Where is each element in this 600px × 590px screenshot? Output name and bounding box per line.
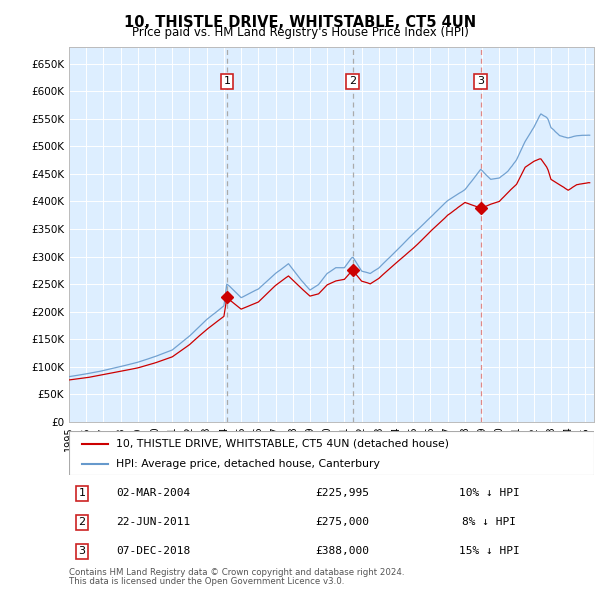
Text: 3: 3 — [477, 76, 484, 86]
Text: 22-JUN-2011: 22-JUN-2011 — [116, 517, 190, 527]
Text: 8% ↓ HPI: 8% ↓ HPI — [462, 517, 516, 527]
Text: £388,000: £388,000 — [315, 546, 369, 556]
Text: 02-MAR-2004: 02-MAR-2004 — [116, 489, 190, 499]
Text: Contains HM Land Registry data © Crown copyright and database right 2024.: Contains HM Land Registry data © Crown c… — [69, 568, 404, 576]
Text: 2: 2 — [349, 76, 356, 86]
Text: 10, THISTLE DRIVE, WHITSTABLE, CT5 4UN (detached house): 10, THISTLE DRIVE, WHITSTABLE, CT5 4UN (… — [116, 439, 449, 449]
Text: 07-DEC-2018: 07-DEC-2018 — [116, 546, 190, 556]
Text: 2: 2 — [79, 517, 86, 527]
Text: 1: 1 — [223, 76, 230, 86]
Text: 1: 1 — [79, 489, 86, 499]
Text: 3: 3 — [79, 546, 86, 556]
Text: HPI: Average price, detached house, Canterbury: HPI: Average price, detached house, Cant… — [116, 459, 380, 469]
Text: £275,000: £275,000 — [315, 517, 369, 527]
Text: 15% ↓ HPI: 15% ↓ HPI — [458, 546, 520, 556]
Text: This data is licensed under the Open Government Licence v3.0.: This data is licensed under the Open Gov… — [69, 577, 344, 586]
Text: Price paid vs. HM Land Registry's House Price Index (HPI): Price paid vs. HM Land Registry's House … — [131, 26, 469, 39]
Text: 10% ↓ HPI: 10% ↓ HPI — [458, 489, 520, 499]
Text: 10, THISTLE DRIVE, WHITSTABLE, CT5 4UN: 10, THISTLE DRIVE, WHITSTABLE, CT5 4UN — [124, 15, 476, 30]
Text: £225,995: £225,995 — [315, 489, 369, 499]
